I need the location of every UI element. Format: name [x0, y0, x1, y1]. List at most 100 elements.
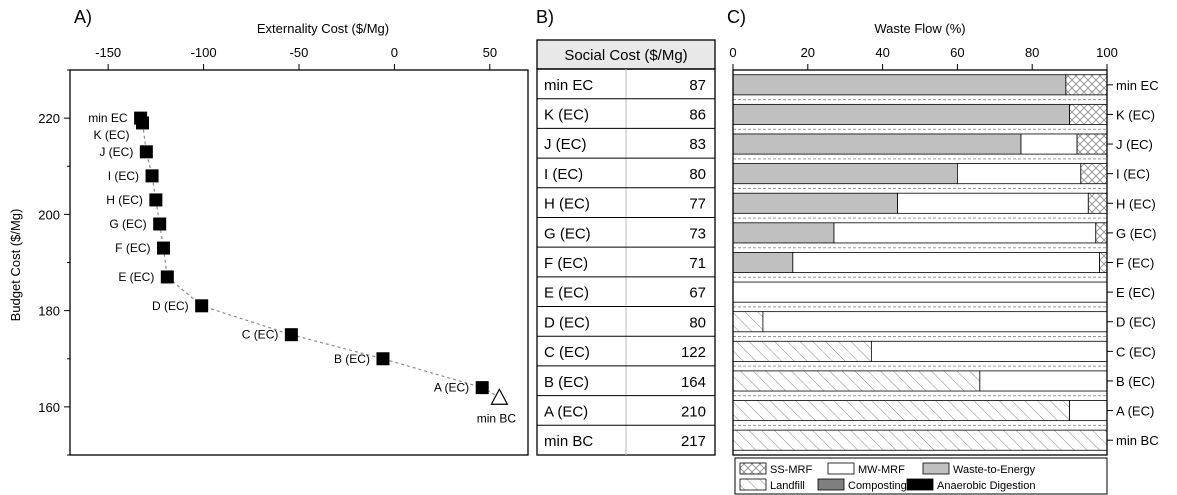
table-row-value: 73	[689, 225, 706, 242]
bar-segment	[1065, 74, 1108, 96]
data-point-square	[136, 116, 150, 130]
table-row-label: A (EC)	[544, 403, 588, 420]
bar-segment	[897, 192, 1089, 214]
table-row-label: F (EC)	[544, 255, 588, 272]
bar-segment	[732, 281, 1108, 303]
table-row-label: B (EC)	[544, 374, 589, 391]
bar-segment	[979, 370, 1108, 392]
data-point-square	[139, 145, 153, 159]
table-row-value: 164	[681, 374, 706, 391]
table-row-label: G (EC)	[544, 225, 591, 242]
category-label: G (EC)	[1116, 226, 1156, 241]
bar-segment	[833, 222, 1097, 244]
table-header: Social Cost ($/Mg)	[564, 47, 687, 64]
bar-segment	[1099, 252, 1108, 273]
bar-segment	[732, 340, 872, 362]
data-point-label: F (EC)	[115, 241, 150, 255]
category-label: J (EC)	[1116, 137, 1153, 152]
data-point-label: K (EC)	[94, 128, 130, 142]
bar-segment	[1020, 133, 1078, 155]
category-label: I (EC)	[1116, 167, 1150, 182]
category-label: min EC	[1116, 78, 1159, 93]
category-label: A (EC)	[1116, 404, 1154, 419]
bar-segment	[732, 252, 794, 273]
x-tick-label: 20	[801, 45, 815, 60]
bar-segment	[732, 163, 958, 185]
table-header-cell	[536, 39, 716, 70]
data-point-square	[160, 270, 174, 284]
category-label: K (EC)	[1116, 107, 1155, 122]
data-point-label: min EC	[88, 111, 128, 125]
bar-segment	[732, 74, 1067, 96]
category-label: H (EC)	[1116, 196, 1156, 211]
table-row-value: 71	[689, 255, 706, 272]
data-point-label: I (EC)	[108, 169, 139, 183]
y-tick-label: 180	[38, 304, 60, 319]
panel-a-label: A)	[74, 7, 92, 27]
bar-segment	[1095, 222, 1108, 244]
bar-segment	[1069, 103, 1108, 125]
y-tick-label: 220	[38, 111, 60, 126]
data-point-triangle	[490, 387, 509, 405]
data-point-label: B (EC)	[334, 352, 370, 366]
legend-swatch	[739, 478, 767, 491]
connecting-line	[140, 117, 500, 398]
bar-segment	[1069, 400, 1108, 422]
x-tick-label: 0	[729, 45, 736, 60]
table-row-label: K (EC)	[544, 107, 589, 124]
table-row-label: min BC	[544, 433, 593, 450]
table-row-value: 210	[681, 403, 706, 420]
bar-segment	[732, 222, 835, 244]
y-tick-label: 200	[38, 207, 60, 222]
bar-segment	[732, 133, 1022, 155]
y-axis-title: Budget Cost ($/Mg)	[8, 209, 23, 322]
x-tick-label: 50	[483, 45, 497, 60]
panel-c-stacked-bar: C) Waste Flow (%) 0 20 40 60 80 100 min EC K (…	[727, 7, 1159, 495]
data-point-label: G (EC)	[109, 217, 146, 231]
x-tick-label: 40	[875, 45, 889, 60]
bar-segment	[870, 340, 1108, 362]
category-label: B (EC)	[1116, 374, 1155, 389]
legend-swatch	[922, 462, 950, 475]
legend-swatch	[739, 462, 767, 475]
data-point-label: min BC	[477, 411, 517, 425]
x-tick-label: -150	[95, 45, 121, 60]
table-row-label: I (EC)	[544, 166, 583, 183]
data-point-label: C (EC)	[242, 328, 279, 342]
category-label: min BC	[1116, 433, 1159, 448]
x-tick-label: 80	[1025, 45, 1039, 60]
data-point-square	[145, 169, 159, 183]
bar-segment	[1080, 163, 1108, 185]
table-row-label: H (EC)	[544, 196, 590, 213]
x-tick-label: -50	[290, 45, 309, 60]
bar-segment	[732, 311, 764, 333]
panel-c-label: C)	[727, 7, 746, 27]
category-label: C (EC)	[1116, 344, 1156, 359]
bar-segment	[732, 400, 1071, 422]
table-row-label: J (EC)	[544, 136, 587, 153]
bar-segment	[732, 192, 898, 214]
table-row-value: 217	[681, 433, 706, 450]
x-tick-label: -100	[191, 45, 217, 60]
category-label: E (EC)	[1116, 285, 1155, 300]
legend-swatch	[906, 478, 934, 491]
y-tick-label: 160	[38, 400, 60, 415]
data-point-label: A (EC)	[434, 381, 469, 395]
table-row-label: min EC	[544, 77, 593, 94]
legend-label: Composting	[848, 480, 907, 492]
table-row-value: 80	[689, 166, 706, 183]
panel-a-scatter: A) Externality Cost ($/Mg) Budget Cost (…	[8, 7, 529, 456]
x-axis-title: Externality Cost ($/Mg)	[257, 21, 389, 36]
legend-label: Waste-to-Energy	[953, 464, 1036, 476]
table-row-label: E (EC)	[544, 285, 589, 302]
legend-label: Anaerobic Digestion	[937, 480, 1035, 492]
panel-b-table: B) Social Cost ($/Mg) min EC 87 K (EC) 86 J …	[536, 7, 716, 456]
table-row-value: 83	[689, 136, 706, 153]
data-point-label: J (EC)	[99, 145, 133, 159]
category-label: F (EC)	[1116, 256, 1154, 271]
data-point-square	[153, 217, 167, 231]
table-row-value: 86	[689, 107, 706, 124]
bar-segment	[957, 163, 1082, 185]
x-tick-label: 100	[1096, 45, 1118, 60]
